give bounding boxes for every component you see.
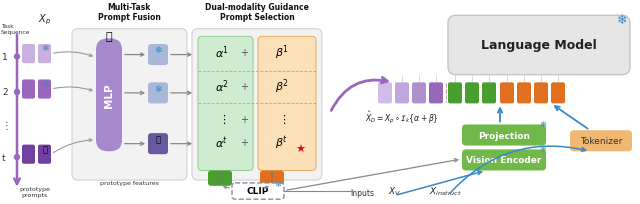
Text: $\beta^2$: $\beta^2$ bbox=[275, 78, 289, 96]
Text: $\beta^1$: $\beta^1$ bbox=[275, 43, 289, 62]
Text: ★: ★ bbox=[295, 145, 305, 155]
Text: 🔥: 🔥 bbox=[156, 135, 161, 144]
FancyBboxPatch shape bbox=[198, 37, 253, 171]
Text: Projection: Projection bbox=[478, 131, 530, 140]
Text: $\vdots$: $\vdots$ bbox=[218, 113, 226, 126]
Text: Multi-Task
Prompt Fusion: Multi-Task Prompt Fusion bbox=[97, 3, 161, 22]
Text: t: t bbox=[2, 153, 6, 162]
FancyBboxPatch shape bbox=[22, 45, 35, 64]
Text: ❄: ❄ bbox=[540, 120, 547, 128]
FancyBboxPatch shape bbox=[148, 45, 168, 66]
Circle shape bbox=[15, 55, 19, 60]
Text: +: + bbox=[240, 114, 248, 124]
Text: ❄: ❄ bbox=[41, 44, 49, 53]
FancyBboxPatch shape bbox=[448, 83, 462, 104]
Text: $X_p$: $X_p$ bbox=[38, 12, 52, 27]
FancyBboxPatch shape bbox=[72, 30, 187, 180]
FancyBboxPatch shape bbox=[534, 83, 548, 104]
Text: ❄: ❄ bbox=[540, 144, 547, 153]
FancyBboxPatch shape bbox=[570, 131, 632, 152]
FancyBboxPatch shape bbox=[412, 83, 426, 104]
Text: ❄: ❄ bbox=[154, 84, 162, 93]
Text: CLIP: CLIP bbox=[247, 186, 269, 195]
Text: $X_V$: $X_V$ bbox=[388, 185, 402, 197]
Circle shape bbox=[15, 90, 19, 95]
FancyBboxPatch shape bbox=[38, 80, 51, 99]
Text: 1: 1 bbox=[2, 53, 8, 62]
Text: Inputs: Inputs bbox=[350, 188, 374, 197]
FancyBboxPatch shape bbox=[429, 83, 443, 104]
FancyBboxPatch shape bbox=[448, 16, 630, 75]
Text: ❄: ❄ bbox=[617, 13, 627, 27]
FancyBboxPatch shape bbox=[192, 30, 322, 180]
Text: Language Model: Language Model bbox=[481, 39, 597, 52]
Text: $\alpha^1$: $\alpha^1$ bbox=[215, 44, 229, 61]
Text: $\alpha^2$: $\alpha^2$ bbox=[215, 79, 229, 95]
Text: Task
Sequence: Task Sequence bbox=[1, 24, 30, 34]
Text: Vision Encoder: Vision Encoder bbox=[467, 156, 541, 165]
FancyBboxPatch shape bbox=[22, 80, 35, 99]
Text: 🔥: 🔥 bbox=[42, 144, 47, 153]
Text: Dual-modality Guidance
Prompt Selection: Dual-modality Guidance Prompt Selection bbox=[205, 3, 309, 22]
Text: 2: 2 bbox=[2, 88, 8, 97]
FancyBboxPatch shape bbox=[465, 83, 479, 104]
Text: +: + bbox=[240, 82, 248, 92]
Text: $\hat{X}_D = X_p \circ \mathcal{I}_k\{\alpha+\beta\}$: $\hat{X}_D = X_p \circ \mathcal{I}_k\{\a… bbox=[365, 109, 439, 125]
FancyBboxPatch shape bbox=[258, 37, 316, 171]
FancyBboxPatch shape bbox=[378, 83, 392, 104]
FancyBboxPatch shape bbox=[232, 183, 284, 199]
FancyBboxPatch shape bbox=[500, 83, 514, 104]
FancyBboxPatch shape bbox=[260, 171, 284, 186]
Text: ❄: ❄ bbox=[154, 46, 162, 55]
FancyBboxPatch shape bbox=[208, 171, 232, 186]
Text: ⋮: ⋮ bbox=[2, 121, 12, 131]
FancyBboxPatch shape bbox=[482, 83, 496, 104]
FancyBboxPatch shape bbox=[462, 150, 546, 171]
FancyBboxPatch shape bbox=[395, 83, 409, 104]
Text: $\vdots$: $\vdots$ bbox=[278, 113, 286, 126]
Text: ❄: ❄ bbox=[41, 79, 49, 88]
FancyBboxPatch shape bbox=[38, 145, 51, 164]
Text: ❄: ❄ bbox=[275, 180, 282, 188]
Text: 🔥: 🔥 bbox=[106, 32, 112, 42]
Circle shape bbox=[15, 155, 19, 160]
FancyBboxPatch shape bbox=[148, 133, 168, 154]
Text: +: + bbox=[240, 48, 248, 57]
Text: prototype
prompts: prototype prompts bbox=[20, 187, 51, 197]
Text: prototype features: prototype features bbox=[100, 180, 159, 185]
Text: Tokenizer: Tokenizer bbox=[580, 137, 622, 146]
FancyBboxPatch shape bbox=[551, 83, 565, 104]
FancyBboxPatch shape bbox=[38, 45, 51, 64]
Text: $X_{instruct}$: $X_{instruct}$ bbox=[429, 185, 461, 197]
Text: $\alpha^t$: $\alpha^t$ bbox=[216, 134, 228, 150]
FancyBboxPatch shape bbox=[517, 83, 531, 104]
FancyBboxPatch shape bbox=[22, 145, 35, 164]
Text: +: + bbox=[240, 137, 248, 147]
Text: $\beta^t$: $\beta^t$ bbox=[275, 133, 289, 151]
FancyBboxPatch shape bbox=[462, 125, 546, 146]
FancyBboxPatch shape bbox=[96, 39, 122, 152]
FancyBboxPatch shape bbox=[148, 83, 168, 104]
Text: MLP: MLP bbox=[104, 83, 114, 108]
